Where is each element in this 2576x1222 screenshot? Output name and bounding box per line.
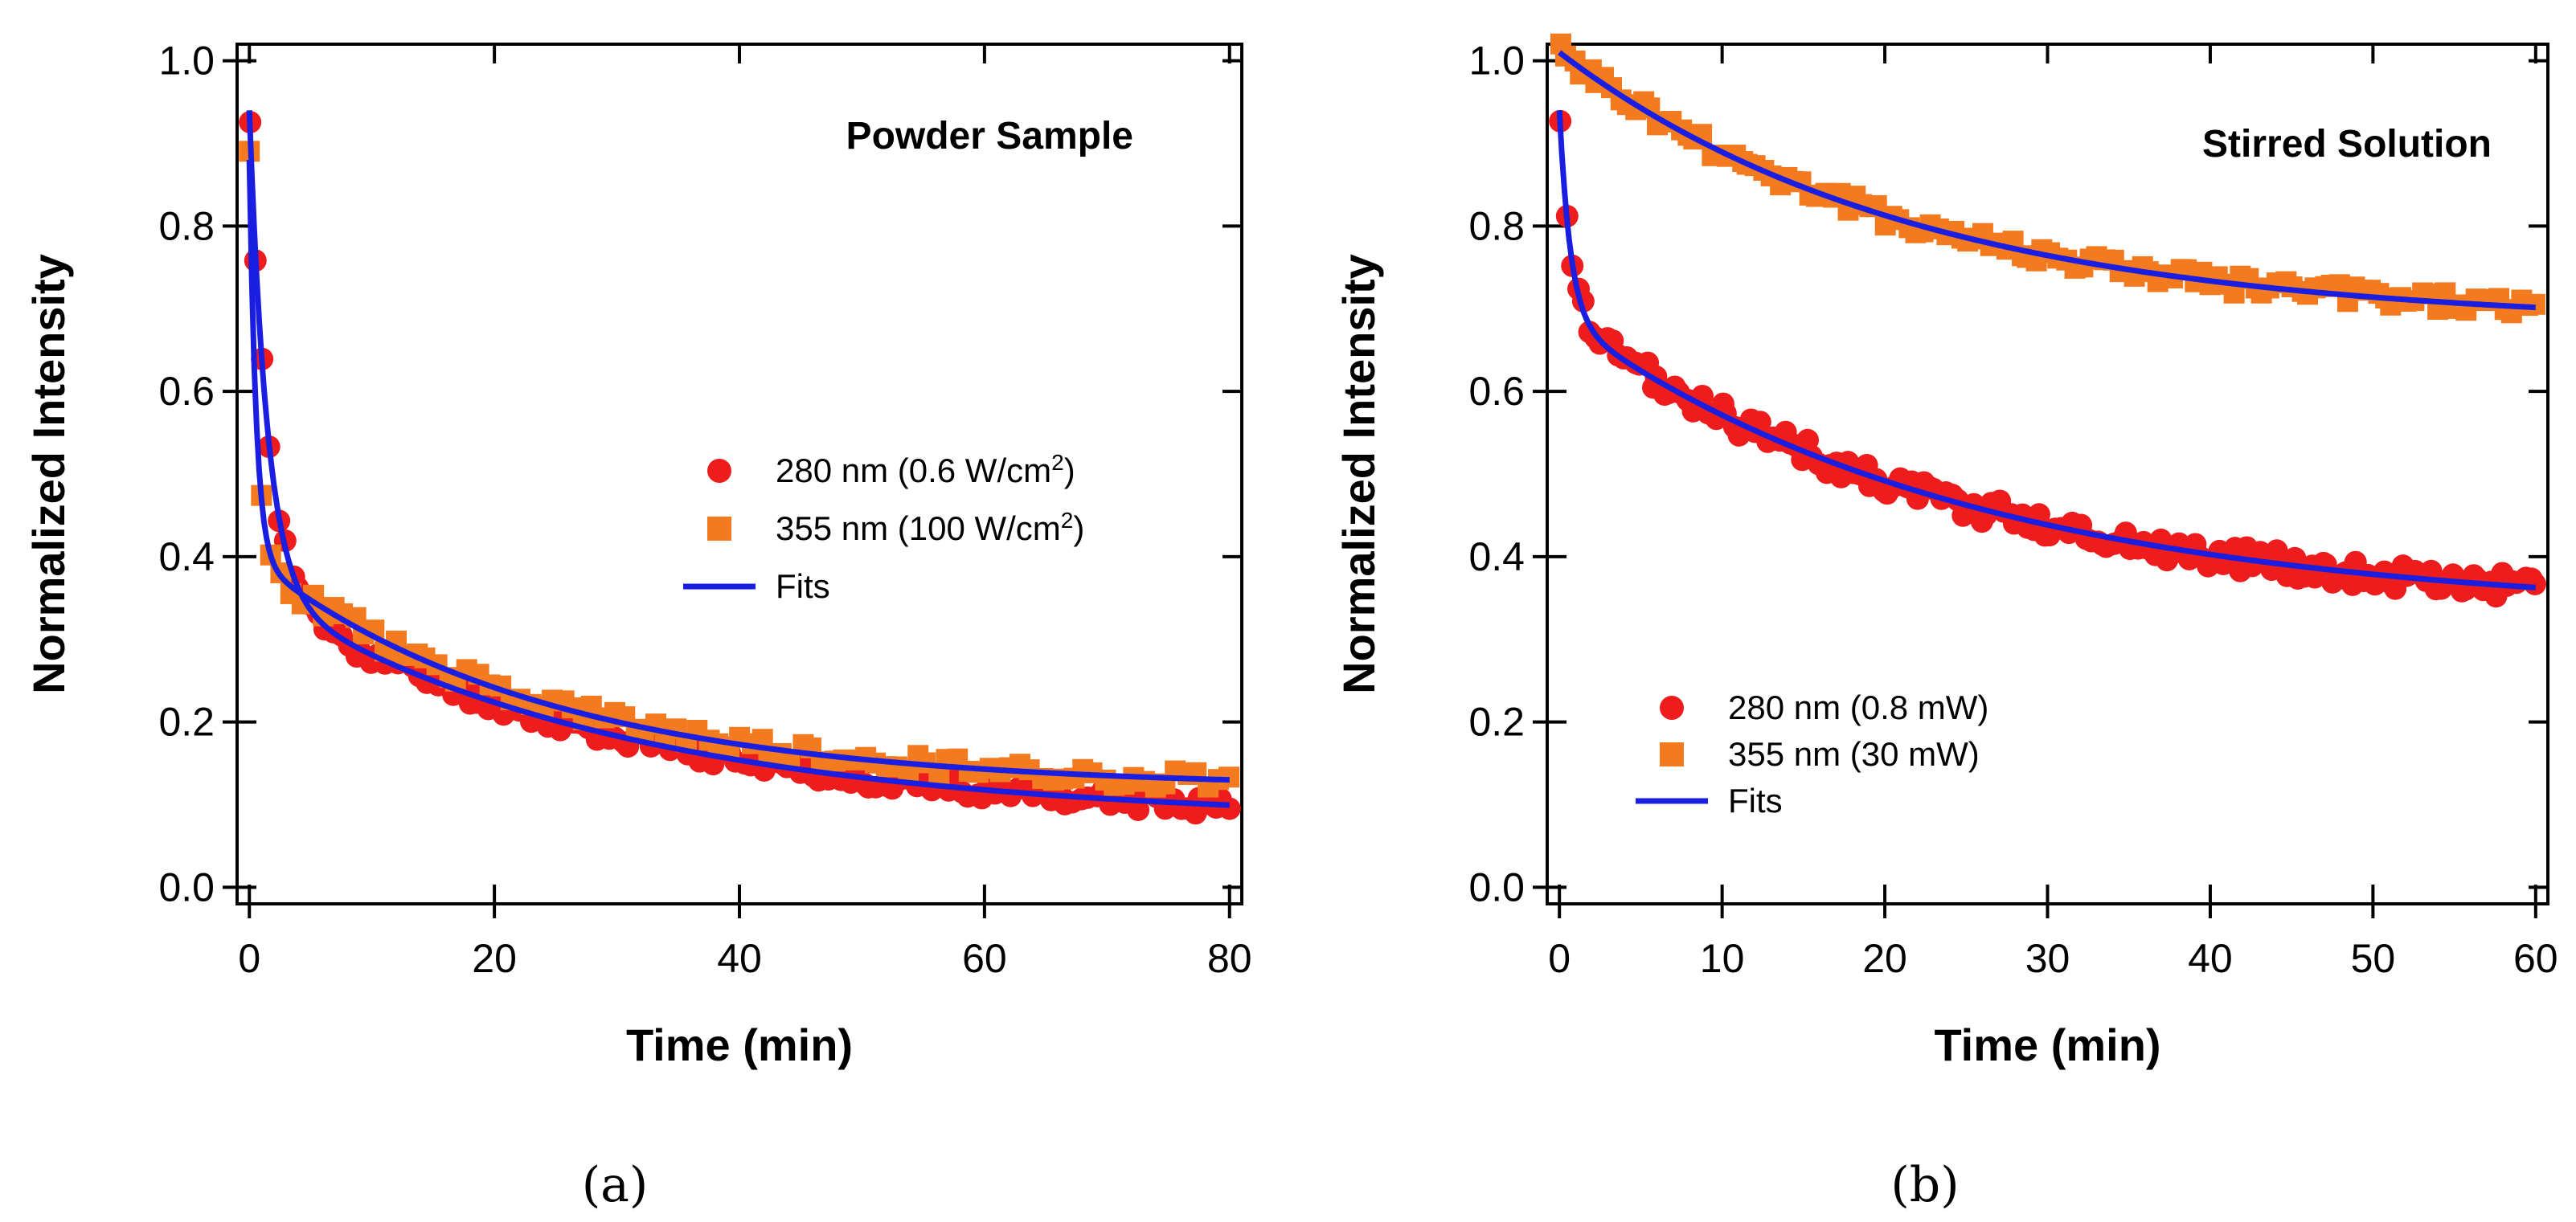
chart-stirred-solution: 0.0 0.2 0.4 0.6 0.8 1.0 0 10 20 30 40 50 60 Time (min… xyxy=(1333,33,2558,1070)
x-axis-label: Time (min) xyxy=(1934,1020,2160,1070)
x-axis-label: Time (min) xyxy=(626,1020,853,1070)
x-tick-label: 20 xyxy=(472,936,517,981)
y-axis-label: Normalized Intensity xyxy=(1333,254,1384,694)
x-tick-label: 40 xyxy=(2188,936,2233,981)
y-tick-label: 0.0 xyxy=(158,864,215,909)
x-tick-label: 80 xyxy=(1207,936,1252,981)
legend-label-end: ) xyxy=(1073,509,1084,547)
legend-superscript: 2 xyxy=(1051,450,1064,475)
caption-b: (b) xyxy=(1890,1157,1959,1213)
y-tick-label: 0.2 xyxy=(1468,700,1525,745)
legend-marker-square xyxy=(707,517,731,541)
legend: 280 nm (0.8 mW) 355 nm (30 mW) Fits xyxy=(1636,689,1988,819)
data-point xyxy=(2523,572,2546,595)
legend-label: 355 nm (30 mW) xyxy=(1728,735,1980,773)
fit-line xyxy=(1558,50,2536,311)
y-tick-label: 0.8 xyxy=(1468,203,1525,248)
y-tick-label: 0.6 xyxy=(158,369,215,414)
fit-line xyxy=(246,159,1230,783)
legend: 280 nm (0.6 W/cm2) 355 nm (100 W/cm2) Fits xyxy=(683,450,1084,605)
plot-frame xyxy=(1546,43,2549,905)
x-tick-label: 0 xyxy=(238,936,260,981)
fit-line xyxy=(246,110,1230,808)
y-tick-label: 0.8 xyxy=(158,203,215,248)
x-tick-label: 60 xyxy=(962,936,1007,981)
legend-label: 280 nm (0.6 W/cm2) xyxy=(776,450,1075,490)
legend-label: 355 nm (100 W/cm2) xyxy=(776,508,1084,548)
series-355nm-points xyxy=(1550,33,2545,324)
legend-label: 280 nm (0.8 mW) xyxy=(1728,689,1988,726)
fit-line xyxy=(1556,110,2537,591)
y-tick-label: 1.0 xyxy=(158,39,215,84)
x-tick-label: 60 xyxy=(2513,936,2558,981)
legend-marker-square xyxy=(1660,742,1684,766)
chart-powder-sample: 0.0 0.2 0.4 0.6 0.8 1.0 0 20 40 60 80 Time (min) Nor… xyxy=(23,39,1252,1070)
y-axis-label: Normalized Intensity xyxy=(23,254,74,694)
series-355nm-points xyxy=(239,141,1240,798)
x-tick-label: 50 xyxy=(2351,936,2396,981)
x-tick-label: 10 xyxy=(1700,936,1745,981)
series-280nm-points xyxy=(1549,109,2546,608)
caption-a: (a) xyxy=(582,1157,649,1213)
data-point xyxy=(1127,798,1150,821)
series-280nm-points xyxy=(239,111,1241,825)
legend-superscript: 2 xyxy=(1061,508,1074,533)
data-point xyxy=(2265,539,2288,562)
legend-marker-circle xyxy=(1660,696,1684,720)
data-point xyxy=(1218,797,1241,820)
panel-title: Stirred Solution xyxy=(2202,123,2492,166)
legend-label: Fits xyxy=(776,567,830,605)
y-tick-label: 0.0 xyxy=(1468,864,1525,909)
y-tick-label: 0.2 xyxy=(158,700,215,745)
x-tick-label: 20 xyxy=(1862,936,1907,981)
y-tick-label: 1.0 xyxy=(1468,39,1525,84)
y-tick-label: 0.4 xyxy=(158,534,215,579)
legend-marker-circle xyxy=(707,459,731,483)
panel-title: Powder Sample xyxy=(846,115,1133,157)
legend-label-end: ) xyxy=(1064,452,1075,489)
y-tick-label: 0.4 xyxy=(1468,534,1525,579)
x-tick-label: 30 xyxy=(2025,936,2070,981)
legend-label: Fits xyxy=(1728,782,1783,819)
x-tick-label: 0 xyxy=(1548,936,1571,981)
y-tick-label: 0.6 xyxy=(1468,369,1525,414)
x-tick-label: 40 xyxy=(717,936,762,981)
